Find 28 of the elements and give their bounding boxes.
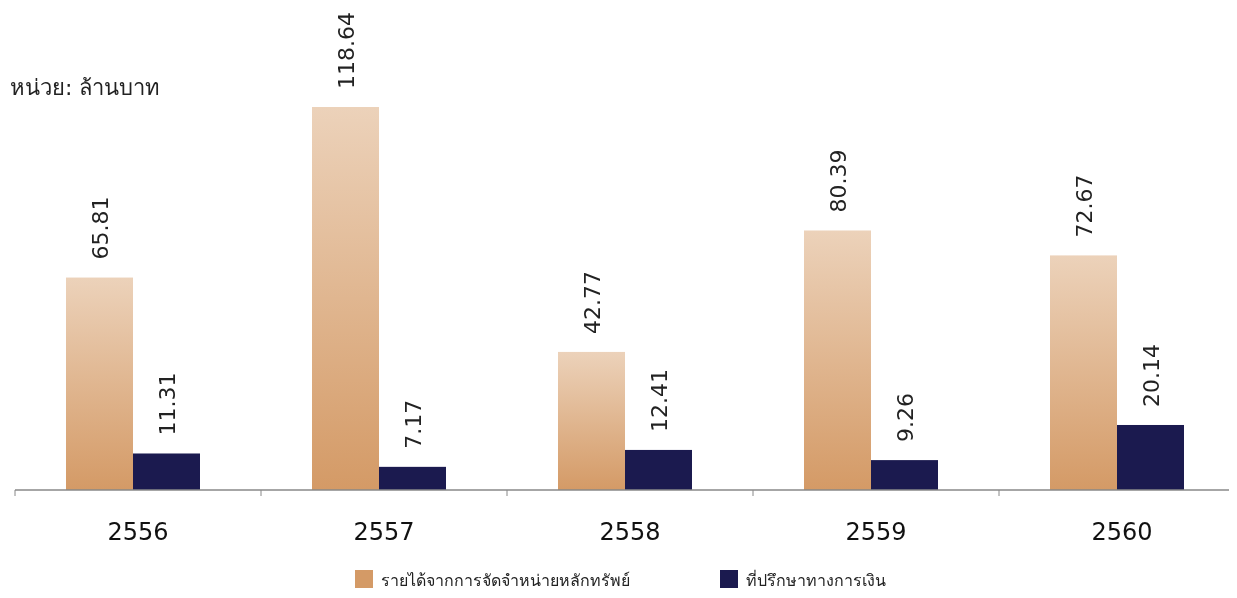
bar (312, 107, 379, 490)
bar (379, 466, 446, 490)
x-tick-label: 2558 (599, 518, 661, 546)
x-tick-label: 2559 (845, 518, 907, 546)
bar (804, 230, 871, 490)
x-tick-label: 2556 (107, 518, 169, 546)
data-label: 42.77 (579, 270, 605, 334)
bar (558, 351, 625, 490)
bar (1117, 424, 1184, 490)
data-label: 80.39 (825, 149, 851, 213)
data-label: 9.26 (892, 393, 918, 443)
bar (133, 453, 200, 490)
data-label: 72.67 (1071, 174, 1097, 238)
data-label: 118.64 (333, 12, 359, 89)
bar (871, 460, 938, 490)
bar (66, 277, 133, 490)
bar (1050, 255, 1117, 490)
data-label: 11.31 (154, 372, 180, 436)
bar (625, 449, 692, 490)
legend-label: รายได้จากการจัดจำหน่ายหลักทรัพย์ (381, 571, 630, 590)
x-tick-label: 2560 (1091, 518, 1153, 546)
data-label: 12.41 (646, 368, 672, 432)
data-label: 20.14 (1138, 344, 1164, 407)
data-label: 65.81 (87, 196, 113, 260)
data-label: 7.17 (400, 399, 426, 449)
x-tick-label: 2557 (353, 518, 415, 546)
y-axis-title: หน่วย: ล้านบาท (10, 75, 161, 100)
legend-label: ที่ปรึกษาทางการเงิน (746, 569, 886, 590)
